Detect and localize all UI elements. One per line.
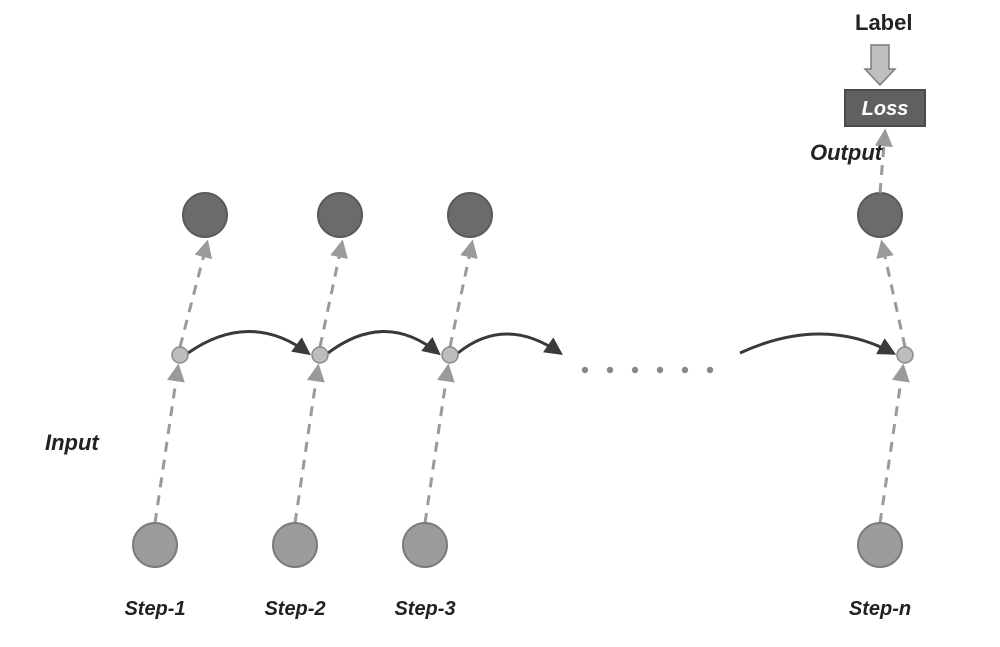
arrow-input-to-hidden-3 [880,367,903,523]
arrow-input-to-hidden-1 [295,367,318,523]
input-node-2 [403,523,447,567]
input-label: Input [45,430,100,455]
ellipsis-dot-4 [682,367,688,373]
step-label-0: Step-1 [124,598,185,620]
input-node-0 [133,523,177,567]
output-node-3 [858,193,902,237]
arrow-hidden-1-2 [328,332,438,354]
label-arrow-icon [865,45,895,85]
hidden-node-1 [312,347,328,363]
ellipsis-dot-5 [707,367,713,373]
hidden-node-2 [442,347,458,363]
ellipsis-dot-0 [582,367,588,373]
arrow-input-to-hidden-0 [155,367,178,523]
input-node-1 [273,523,317,567]
loss-text: Loss [862,98,909,120]
step-label-1: Step-2 [264,598,325,620]
output-label: Output [810,140,884,165]
arrow-hidden-to-output-3 [882,243,905,347]
hidden-node-3 [897,347,913,363]
arrow-hidden-2-3-b [740,334,893,353]
hidden-node-0 [172,347,188,363]
step-label-2: Step-3 [394,598,455,620]
output-node-0 [183,193,227,237]
step-label-3: Step-n [849,598,911,620]
input-node-3 [858,523,902,567]
arrow-hidden-to-output-1 [320,243,342,347]
arrow-hidden-to-output-2 [450,243,472,347]
arrow-input-to-hidden-2 [425,367,448,523]
arrow-hidden-to-output-0 [180,243,207,347]
output-node-2 [448,193,492,237]
arrow-hidden-2-3-a [458,334,560,353]
arrow-hidden-0-1 [188,332,308,354]
output-node-1 [318,193,362,237]
ellipsis-dot-2 [632,367,638,373]
ellipsis-dot-3 [657,367,663,373]
ellipsis-dot-1 [607,367,613,373]
label-label: Label [855,10,912,35]
